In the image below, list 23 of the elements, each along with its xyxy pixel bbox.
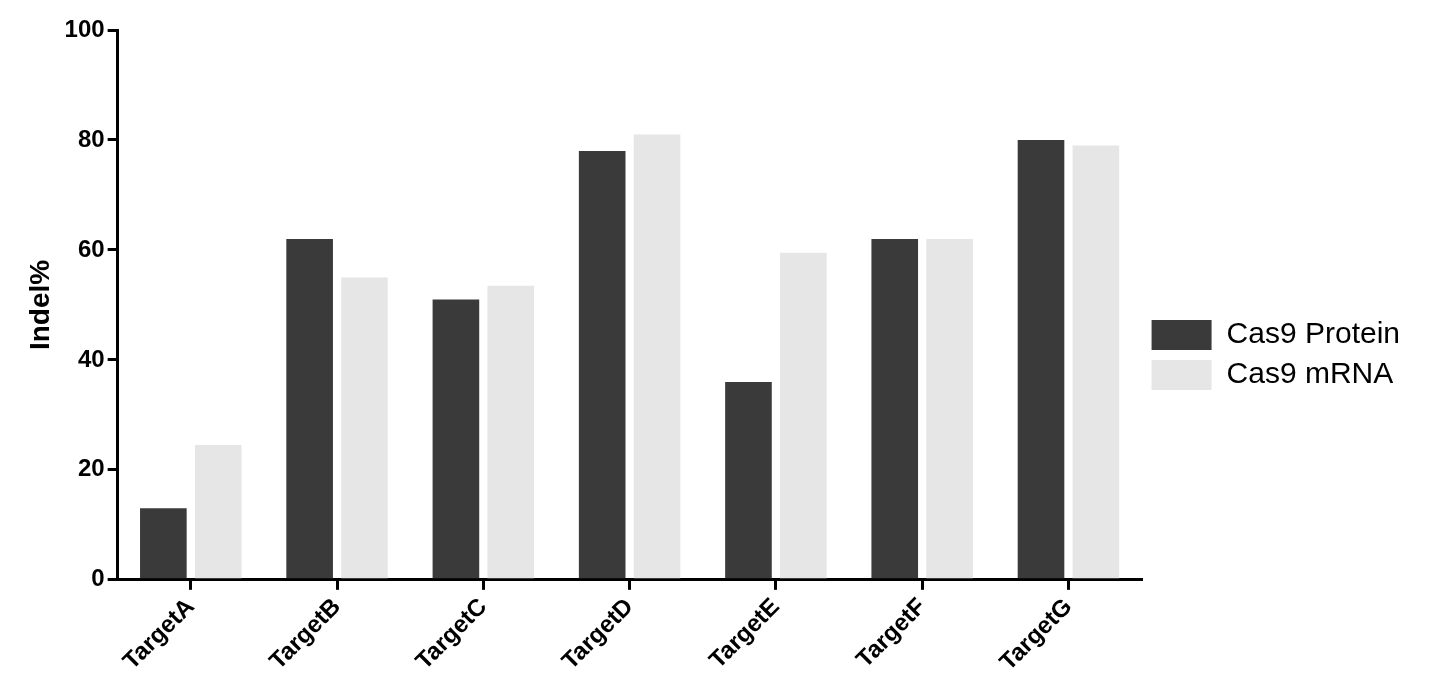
y-tick-label: 80 (77, 124, 105, 152)
bar (286, 238, 333, 579)
y-tick-label: 100 (64, 14, 105, 42)
bar (633, 134, 681, 579)
bar (871, 238, 919, 579)
bar (194, 445, 242, 579)
bar (487, 285, 535, 579)
y-tick-label: 40 (77, 344, 105, 372)
bar (926, 238, 973, 579)
y-tick-label: 20 (77, 454, 105, 482)
bar (1072, 145, 1120, 579)
bar (432, 299, 480, 579)
legend-label: Cas9 Protein (1226, 316, 1401, 350)
y-axis-title: Indel% (23, 259, 55, 351)
bar (578, 150, 626, 579)
bar (1017, 139, 1065, 579)
bar (780, 252, 827, 579)
bar (725, 381, 772, 579)
legend-label: Cas9 mRNA (1226, 356, 1394, 390)
y-tick-label: 0 (91, 564, 105, 592)
bar (341, 277, 388, 579)
bar (140, 508, 187, 579)
y-tick-label: 60 (77, 234, 105, 262)
